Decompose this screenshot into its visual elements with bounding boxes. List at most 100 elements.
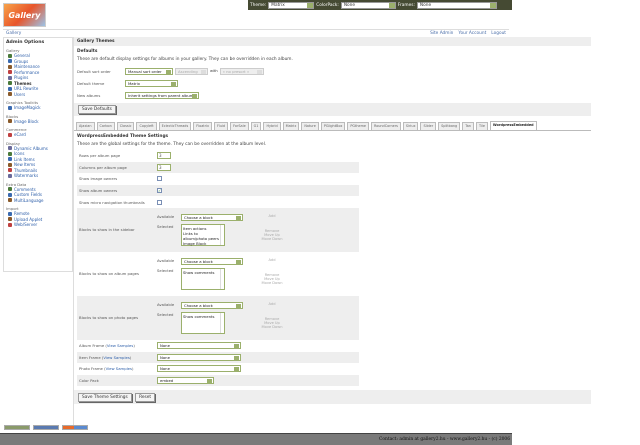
your-account-link[interactable]: Your Account bbox=[458, 31, 487, 36]
tab-copyleft[interactable]: Copyleft bbox=[136, 122, 157, 130]
album-owners-checkbox[interactable]: ✓ bbox=[157, 188, 162, 194]
block-option[interactable]: Links to album/photo peers bbox=[183, 230, 219, 241]
sidebar-item-new-items[interactable]: New Items bbox=[6, 162, 70, 168]
sidebar-item-performance[interactable]: Performance bbox=[6, 70, 70, 76]
sidebar-item-thumbnails[interactable]: Thumbnails bbox=[6, 168, 70, 174]
sidebar-item-ecard[interactable]: eCard bbox=[6, 132, 70, 138]
site-admin-link[interactable]: Site Admin bbox=[430, 31, 454, 36]
tab-ajaxian[interactable]: Ajaxian bbox=[76, 122, 95, 130]
sidebar-blocks-available-select[interactable]: Choose a block bbox=[181, 213, 243, 221]
sidebar-blocks-selected-list[interactable]: Item actions Links to album/photo peers Im… bbox=[181, 223, 225, 246]
sidebar-item-general[interactable]: General bbox=[6, 53, 70, 59]
sidebar-item-link-items[interactable]: Link Items bbox=[6, 157, 70, 163]
tab-tile[interactable]: Tile bbox=[475, 122, 488, 130]
photo-frame-select[interactable]: None bbox=[157, 365, 241, 373]
photo-frame-samples-link[interactable]: View Samples bbox=[105, 366, 132, 372]
sidebar-item-plugins[interactable]: Plugins bbox=[6, 75, 70, 81]
breadcrumb[interactable]: Gallery bbox=[6, 31, 22, 36]
gallery-badge[interactable] bbox=[33, 425, 59, 430]
block-option[interactable]: Image Block bbox=[183, 240, 207, 246]
sidebar-item-themes[interactable]: Themes bbox=[6, 81, 70, 87]
sort-direction-value: Ascending bbox=[178, 68, 198, 74]
block-option[interactable]: Item actions bbox=[183, 225, 207, 231]
sidebar-item-custom-fields[interactable]: Custom Fields bbox=[6, 192, 70, 198]
sidebar-item-watermarks[interactable]: Watermarks bbox=[6, 173, 70, 179]
sidebar-item-remote[interactable]: Remote bbox=[6, 211, 70, 217]
sort-order-select[interactable]: Manual sort order bbox=[125, 67, 173, 75]
item-frame-select[interactable]: None bbox=[157, 353, 241, 361]
help-badge[interactable] bbox=[62, 425, 88, 430]
add-block-button[interactable]: Add bbox=[268, 257, 276, 262]
move-up-button[interactable]: Move Up bbox=[264, 321, 280, 326]
tab-floatrix[interactable]: Floatrix bbox=[193, 122, 212, 130]
tab-splitbang[interactable]: Splitbang bbox=[438, 122, 461, 130]
album-frame-samples-link[interactable]: View Samples bbox=[106, 343, 134, 349]
scrollbar[interactable] bbox=[220, 312, 224, 333]
remove-block-button[interactable]: Remove bbox=[264, 228, 280, 233]
tab-wordpressembedded[interactable]: WordpressEmbedded bbox=[489, 121, 537, 130]
album-blocks-selected-list[interactable]: Show comments bbox=[181, 267, 225, 290]
tab-g1[interactable]: G1 bbox=[250, 122, 262, 130]
sidebar-item-maintenance[interactable]: Maintenance bbox=[6, 64, 70, 70]
tab-hybrid[interactable]: Hybrid bbox=[263, 122, 281, 130]
save-theme-settings-button[interactable]: Save Theme Settings bbox=[78, 393, 132, 403]
reset-button[interactable]: Reset bbox=[135, 393, 156, 403]
sidebar-item-url-rewrite[interactable]: URL Rewrite bbox=[6, 86, 70, 92]
item-frame-samples-link[interactable]: View Samples bbox=[103, 354, 130, 360]
sidebar-item-users[interactable]: Users bbox=[6, 92, 70, 98]
frames-select[interactable]: None bbox=[416, 1, 497, 9]
tab-pglightbox[interactable]: PGlightBox bbox=[320, 122, 346, 130]
tab-siriux[interactable]: Siriux bbox=[402, 122, 419, 130]
tab-fluid[interactable]: Fluid bbox=[213, 122, 229, 130]
remove-block-button[interactable]: Remove bbox=[264, 316, 280, 321]
logout-link[interactable]: Logout bbox=[491, 31, 506, 36]
tab-slider[interactable]: Slider bbox=[420, 122, 437, 130]
color-pack-select[interactable]: embed bbox=[157, 377, 214, 385]
tab-pgtheme[interactable]: PGtheme bbox=[347, 122, 369, 130]
colorpack-select[interactable]: None bbox=[340, 1, 396, 9]
validator-badge[interactable] bbox=[4, 425, 30, 430]
add-block-button[interactable]: Add bbox=[268, 213, 276, 218]
move-down-button[interactable]: Move Down bbox=[261, 325, 283, 330]
sidebar-item-web-server[interactable]: Web/Server bbox=[6, 222, 70, 228]
move-down-button[interactable]: Move Down bbox=[261, 281, 283, 286]
block-option[interactable]: Show comments bbox=[183, 269, 215, 275]
sidebar-item-image-block[interactable]: Image Block bbox=[6, 119, 70, 125]
default-theme-select[interactable]: Matrix bbox=[125, 79, 178, 87]
remove-block-button[interactable]: Remove bbox=[264, 272, 280, 277]
image-owners-checkbox[interactable] bbox=[157, 176, 162, 182]
new-albums-select[interactable]: Inherit settings from parent album bbox=[125, 91, 199, 99]
sidebar-item-multilanguage[interactable]: MultiLanguage bbox=[6, 198, 70, 204]
tab-tan[interactable]: Tan bbox=[462, 122, 474, 130]
rows-input[interactable]: 3 bbox=[157, 152, 171, 160]
album-blocks-available-select[interactable]: Choose a block bbox=[181, 257, 243, 265]
photo-blocks-available-select[interactable]: Choose a block bbox=[181, 301, 243, 309]
album-frame-select[interactable]: None bbox=[157, 342, 241, 350]
move-up-button[interactable]: Move Up bbox=[264, 277, 280, 282]
tab-eclecticthreads[interactable]: EclecticThreads bbox=[158, 122, 192, 130]
sidebar-item-dynamic-albums[interactable]: Dynamic Albums bbox=[6, 146, 70, 152]
scrollbar[interactable] bbox=[220, 224, 224, 245]
tab-forsale[interactable]: ForSale bbox=[230, 122, 249, 130]
sidebar-item-icons[interactable]: Icons bbox=[6, 151, 70, 157]
tab-carbon[interactable]: Carbon bbox=[96, 122, 115, 130]
save-defaults-button[interactable]: Save Defaults bbox=[78, 105, 116, 114]
sidebar-item-upload-applet[interactable]: Upload Applet bbox=[6, 217, 70, 223]
tab-roundcorners[interactable]: RoundCorners bbox=[370, 122, 401, 130]
move-down-button[interactable]: Move Down bbox=[261, 237, 283, 242]
move-up-button[interactable]: Move Up bbox=[264, 233, 280, 238]
tab-nature[interactable]: Nature bbox=[301, 122, 319, 130]
tab-classic[interactable]: Classic bbox=[116, 122, 135, 130]
theme-select[interactable]: Matrix bbox=[268, 1, 315, 9]
add-block-button[interactable]: Add bbox=[268, 301, 276, 306]
block-option[interactable]: Show comments bbox=[183, 313, 215, 319]
scrollbar[interactable] bbox=[220, 268, 224, 289]
sidebar-item-comments[interactable]: Comments bbox=[6, 187, 70, 193]
sidebar-item-groups[interactable]: Groups bbox=[6, 59, 70, 65]
cols-input[interactable]: 3 bbox=[157, 163, 171, 171]
photo-blocks-selected-list[interactable]: Show comments bbox=[181, 311, 225, 334]
micro-nav-checkbox[interactable] bbox=[157, 199, 162, 205]
sidebar-item-imagemagick[interactable]: ImageMagick bbox=[6, 105, 70, 111]
tab-matrix[interactable]: Matrix bbox=[282, 122, 300, 130]
gallery-logo[interactable]: Gallery bbox=[3, 3, 46, 27]
